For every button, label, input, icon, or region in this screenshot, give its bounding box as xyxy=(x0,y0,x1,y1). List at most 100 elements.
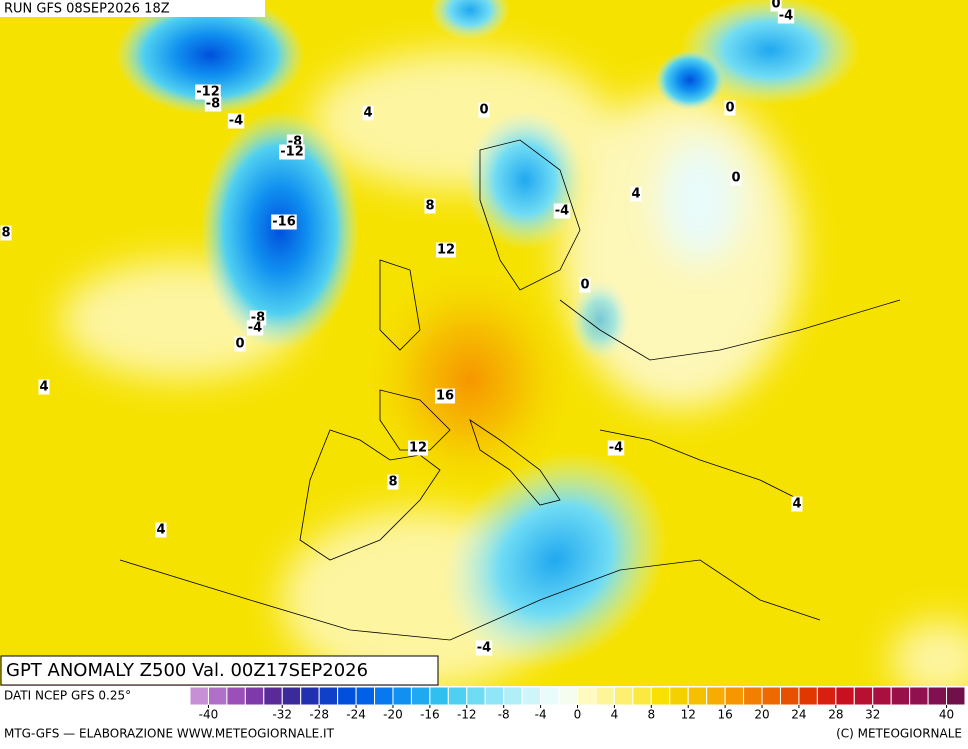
contour-label: 8 xyxy=(1,226,10,241)
colorbar-swatch xyxy=(927,686,948,706)
contour-label: 4 xyxy=(39,380,48,395)
contour-label-bg xyxy=(195,84,221,100)
contour-label: -12 xyxy=(280,145,304,160)
contour-label: -4 xyxy=(609,441,623,456)
contour-label-bg xyxy=(387,474,399,490)
run-label: RUN GFS 08SEP2026 18Z xyxy=(4,2,170,17)
colorbar-tick-label: -24 xyxy=(346,708,366,722)
contour-label-bg xyxy=(434,388,456,404)
contour-label-bg xyxy=(38,379,50,395)
colorbar-tick-label: -4 xyxy=(535,708,547,722)
colorbar-swatch xyxy=(263,686,283,706)
colorbar-swatch xyxy=(798,686,818,706)
colorbar: -40 -32 -28 -24 -20 -16 -12 -8 -4 0 4 8 12 16 20 24 28 32… xyxy=(189,686,966,722)
colorbar-swatch xyxy=(946,686,966,706)
contour-label: 4 xyxy=(792,497,801,512)
contour-label-bg xyxy=(435,242,457,258)
colorbar-tick-label: -40 xyxy=(199,708,219,722)
contour-label-bg xyxy=(227,113,245,129)
colorbar-tick-label: 20 xyxy=(754,708,769,722)
contour-label: 4 xyxy=(363,106,372,121)
contour-label-bg xyxy=(777,8,795,24)
contour-label: 8 xyxy=(388,475,397,490)
contour-label-bg xyxy=(630,186,642,202)
colorbar-swatch xyxy=(872,686,892,706)
contour-label-bg xyxy=(407,440,429,456)
colorbar-swatch xyxy=(853,686,874,706)
colorbar-tick-label: 8 xyxy=(647,708,655,722)
colorbar-tick-label: 0 xyxy=(574,708,582,722)
coastlines xyxy=(119,139,901,641)
contour-label: -16 xyxy=(272,215,296,230)
contour-label: 12 xyxy=(409,441,427,456)
colorbar-swatch xyxy=(577,686,597,706)
colorbar-tick-label: -32 xyxy=(272,708,292,722)
colorbar-tick-label: -28 xyxy=(309,708,329,722)
map: -12-8-44 0-8-12-168812-4400-400-8-4041612… xyxy=(0,0,968,686)
header-box xyxy=(0,0,265,17)
contour-label-bg xyxy=(279,144,305,160)
colorbar-swatch xyxy=(909,686,929,706)
contour-label-bg xyxy=(553,203,571,219)
contour-label: 8 xyxy=(425,199,434,214)
footer-right: (C) METEOGIORNALE xyxy=(836,727,962,741)
colorbar-tick-label: 32 xyxy=(865,708,880,722)
colorbar-swatch xyxy=(429,686,449,706)
colorbar-swatch xyxy=(558,686,578,706)
colorbar-swatch xyxy=(632,686,652,706)
colorbar-swatch xyxy=(226,686,246,706)
contour-label: 0 xyxy=(731,171,740,186)
colorbar-swatch xyxy=(706,686,726,706)
colorbar-swatch xyxy=(410,686,431,706)
colorbar-swatch xyxy=(503,686,523,706)
contour-label: -4 xyxy=(555,204,569,219)
contour-label-bg xyxy=(607,440,625,456)
contour-label: -4 xyxy=(229,114,243,129)
colorbar-swatch xyxy=(207,686,228,706)
colorbar-swatch xyxy=(650,686,671,706)
colorbar-swatch xyxy=(669,686,689,706)
colorbar-swatch xyxy=(374,686,394,706)
contour-label: -4 xyxy=(779,9,793,24)
colorbar-swatch xyxy=(447,686,468,706)
contour-label-bg xyxy=(234,336,246,352)
colorbar-tick-label: 40 xyxy=(939,708,954,722)
colorbar-tick-label: 12 xyxy=(681,708,696,722)
colorbar-tick-label: -20 xyxy=(383,708,403,722)
colorbar-tick-label: 28 xyxy=(828,708,843,722)
contour-label-bg xyxy=(204,96,222,112)
contour-label-bg xyxy=(246,320,264,336)
colorbar-tick-label: 24 xyxy=(791,708,806,722)
contour-label: -8 xyxy=(206,97,220,112)
source-label: DATI NCEP GFS 0.25° xyxy=(4,689,131,703)
contour-label: 0 xyxy=(235,337,244,352)
contour-label: 12 xyxy=(437,243,455,258)
contour-label-bg xyxy=(791,496,803,512)
colorbar-swatch xyxy=(835,686,855,706)
colorbar-swatch xyxy=(244,686,265,706)
contour-label-bg xyxy=(0,225,12,241)
contour-label-bg xyxy=(424,198,436,214)
colorbar-swatch xyxy=(816,686,837,706)
colorbar-tick-label: -16 xyxy=(420,708,440,722)
contour-label: -12 xyxy=(196,85,220,100)
colorbar-swatch xyxy=(355,686,376,706)
contour-label-bg xyxy=(271,214,297,230)
colorbar-swatch xyxy=(337,686,357,706)
colorbar-swatch xyxy=(687,686,708,706)
contour-label: 0 xyxy=(479,103,488,118)
contour-label-bg xyxy=(579,277,591,293)
contour-label: -4 xyxy=(477,641,491,656)
footer-left: MTG-GFS — ELABORAZIONE WWW.METEOGIORNALE… xyxy=(4,727,335,741)
colorbar-swatch xyxy=(540,686,560,706)
contour-label-bg xyxy=(478,102,490,118)
colorbar-swatch xyxy=(281,686,302,706)
colorbar-swatch xyxy=(392,686,412,706)
contour-label-bg xyxy=(724,100,736,116)
contour-label-bg xyxy=(770,0,782,12)
contour-label-bg xyxy=(730,170,742,186)
colorbar-swatch xyxy=(779,686,800,706)
colorbar-swatch xyxy=(724,686,745,706)
colorbar-swatch xyxy=(521,686,542,706)
